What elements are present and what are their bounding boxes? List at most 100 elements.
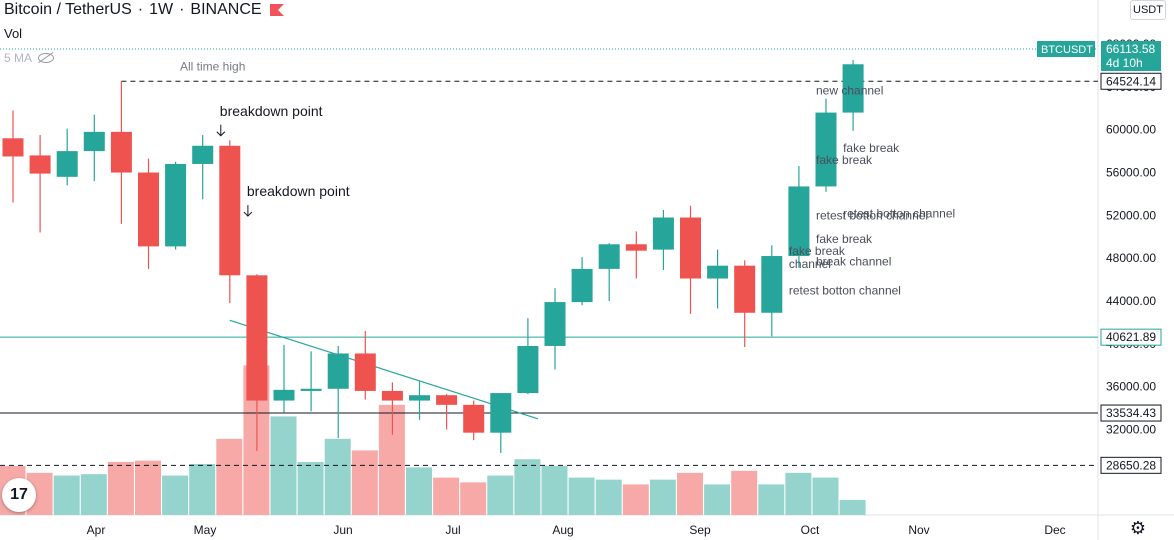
volume-bar (433, 477, 460, 515)
time-axis-tick: Oct (801, 523, 820, 537)
price-axis-tick: 44000.00 (1106, 294, 1156, 308)
candle-body (761, 256, 783, 313)
flag-icon[interactable] (269, 4, 284, 16)
volume-bar (107, 461, 134, 515)
volume-bar (460, 482, 487, 515)
level-price-label-box (1100, 456, 1162, 474)
volume-bar (731, 470, 758, 515)
candle-body (517, 345, 539, 394)
level-price-label-box (1100, 328, 1162, 346)
candle-body (842, 64, 864, 113)
annotation-label: new channel (816, 83, 883, 97)
symbol-name[interactable]: Bitcoin / TetherUS (4, 1, 132, 18)
volume-bar (80, 474, 107, 515)
level-price-label-box (1100, 72, 1162, 90)
level-price-label-box (1100, 404, 1162, 422)
level-price-label: 64524.14 (1106, 74, 1156, 88)
volume-bar (189, 464, 216, 515)
volume-bar (406, 467, 432, 515)
candle-body (381, 390, 403, 401)
gear-icon[interactable]: ⚙ (1129, 518, 1146, 538)
symbol-tag: BTCUSDT (1041, 44, 1093, 56)
price-axis-tick: 36000.00 (1106, 380, 1156, 394)
candle-body (110, 131, 132, 173)
volume-bar (297, 461, 324, 515)
level-price-label: 33534.43 (1106, 406, 1156, 420)
chart-header: Bitcoin / TetherUS · 1W · BINANCE (4, 1, 284, 19)
ma-label: 5 MA (4, 51, 33, 65)
candle-body (165, 163, 187, 247)
volume-bar (785, 472, 812, 515)
annotation-label: fake break (843, 141, 900, 155)
annotation-label: retest botton channel (843, 206, 955, 220)
last-price-box (1101, 41, 1161, 71)
volume-bar (568, 477, 595, 515)
volume-bar (351, 450, 378, 515)
candle-body (300, 388, 322, 391)
tradingview-logo-icon[interactable]: 17 (2, 478, 36, 512)
price-axis-tick: 32000.00 (1106, 422, 1156, 436)
level-price-label: 40621.89 (1106, 330, 1156, 344)
volume-bar (53, 475, 80, 515)
time-axis-tick: May (194, 523, 217, 537)
annotation-label: breakdown point (220, 103, 323, 119)
candle-body (2, 138, 24, 157)
volume-bar (135, 460, 161, 515)
header-separator: · (137, 1, 144, 18)
volume-bar (622, 484, 649, 515)
volume-bar (812, 477, 839, 515)
annotation-label: fake break (789, 244, 846, 258)
level-price-label: 28650.28 (1106, 458, 1156, 472)
candle-body (490, 393, 512, 433)
price-axis-tick: 52000.00 (1106, 208, 1156, 222)
candle-body (544, 302, 566, 346)
last-price-value: 66113.58 (1106, 42, 1155, 56)
time-axis-tick: Nov (908, 523, 929, 537)
volume-bar (216, 438, 243, 515)
arrow-down-icon (243, 205, 253, 217)
header-separator: · (179, 1, 185, 18)
candle-body (29, 155, 51, 174)
volume-bar (514, 459, 541, 515)
volume-indicator-label[interactable]: Vol (4, 26, 23, 41)
candle-body (327, 353, 349, 389)
candle-body (409, 395, 430, 401)
candle-body (571, 268, 593, 303)
volume-bar (541, 466, 568, 515)
volume-bar (704, 484, 731, 515)
candle-body (652, 217, 674, 250)
eye-hidden-icon[interactable] (38, 53, 55, 63)
time-axis-tick: Aug (552, 523, 573, 537)
trendline (229, 319, 539, 420)
currency-button[interactable]: USDT (1130, 0, 1166, 20)
candle-body (246, 275, 268, 401)
candle-body (273, 389, 295, 401)
candle-body (680, 217, 701, 279)
candle-body (625, 244, 647, 251)
candle-body (598, 244, 620, 269)
candle-countdown: 4d 10h (1106, 56, 1143, 70)
candle-body (734, 265, 756, 313)
interval-label[interactable]: 1W (149, 1, 174, 18)
annotation-label: break channel (816, 255, 891, 269)
volume-bar (677, 472, 703, 515)
candle-body (788, 186, 810, 257)
ma-indicator[interactable]: 5 MA (4, 51, 55, 65)
time-axis-tick: Apr (87, 523, 106, 537)
candle-body (56, 151, 78, 177)
candle-body (815, 112, 837, 187)
volume-bar (758, 484, 785, 515)
candle-body (138, 172, 159, 247)
candle-body (83, 131, 105, 152)
candle-body (707, 265, 729, 279)
annotation-label: retest botton channel (816, 209, 928, 223)
volume-bar (487, 475, 514, 515)
annotation-label: breakdown point (247, 183, 350, 199)
candle-body (436, 395, 458, 405)
annotation-label: channel (789, 257, 831, 271)
level-text: All time high (180, 59, 245, 73)
price-axis-tick: 48000.00 (1106, 251, 1156, 265)
price-axis-tick: 60000.00 (1106, 123, 1156, 137)
annotation-label: retest botton channel (789, 284, 901, 298)
